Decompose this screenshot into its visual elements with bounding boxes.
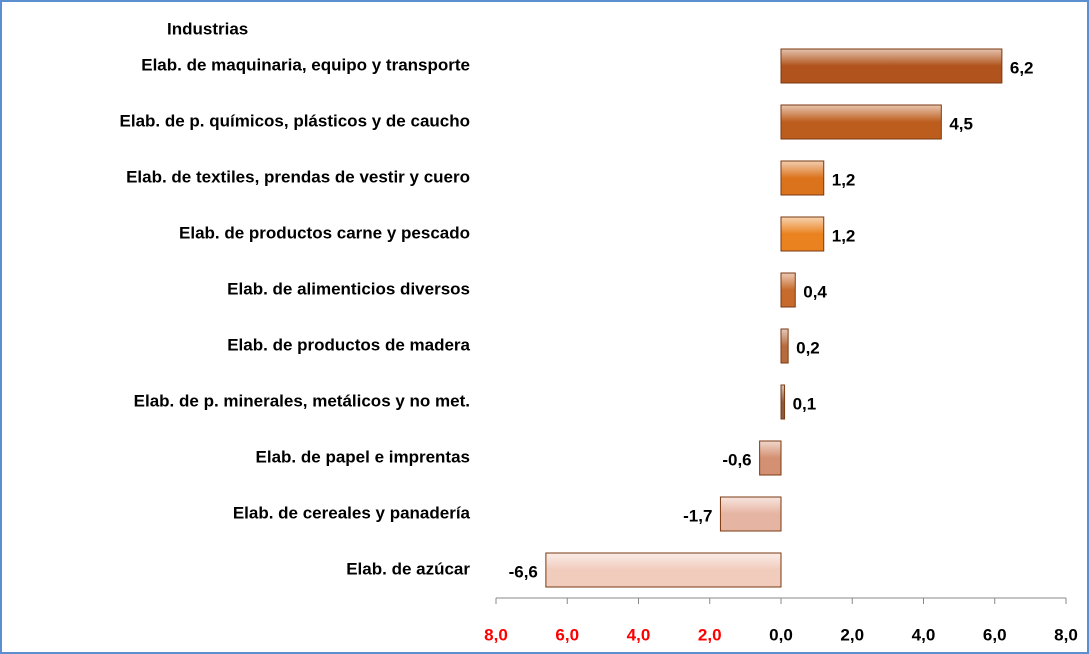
category-label: Elab. de azúcar: [346, 559, 470, 578]
x-tick-label: 0,0: [769, 625, 793, 644]
x-tick-label: 8,0: [1054, 625, 1078, 644]
bar: [759, 440, 782, 476]
bar: [780, 384, 786, 420]
data-label: 1,2: [832, 226, 856, 245]
data-label: -6,6: [509, 562, 538, 581]
x-tick-label: 6,0: [555, 625, 579, 644]
bar: [780, 216, 825, 252]
data-label: -1,7: [683, 506, 712, 525]
x-tick-label: 4,0: [627, 625, 651, 644]
category-label: Elab. de textiles, prendas de vestir y c…: [126, 167, 470, 186]
bar: [545, 552, 782, 588]
data-label: 6,2: [1010, 58, 1034, 77]
x-tick-label: 6,0: [983, 625, 1007, 644]
category-label: Elab. de productos de madera: [227, 335, 470, 354]
x-tick-label: 2,0: [698, 625, 722, 644]
bar: [719, 496, 782, 532]
data-label: 1,2: [832, 170, 856, 189]
category-label: Elab. de productos carne y pescado: [179, 223, 470, 242]
bar: [780, 104, 942, 140]
data-label: 0,1: [793, 394, 817, 413]
category-label: Elab. de p. químicos, plásticos y de cau…: [120, 111, 470, 130]
data-label: -0,6: [722, 450, 751, 469]
data-label: 0,2: [796, 338, 820, 357]
data-label: 0,4: [803, 282, 827, 301]
bar: [780, 160, 825, 196]
category-label: Elab. de alimenticios diversos: [227, 279, 470, 298]
chart-title: Industrias: [167, 19, 248, 38]
bar: [780, 272, 796, 308]
category-label: Elab. de maquinaria, equipo y transporte: [141, 55, 470, 74]
bar: [780, 328, 789, 364]
x-tick-label: 8,0: [484, 625, 508, 644]
category-label: Elab. de p. minerales, metálicos y no me…: [134, 391, 470, 410]
x-tick-label: 4,0: [912, 625, 936, 644]
bar: [780, 48, 1003, 84]
category-label: Elab. de cereales y panadería: [233, 503, 471, 522]
data-label: 4,5: [949, 114, 973, 133]
category-label: Elab. de papel e imprentas: [256, 447, 470, 466]
x-tick-label: 2,0: [840, 625, 864, 644]
